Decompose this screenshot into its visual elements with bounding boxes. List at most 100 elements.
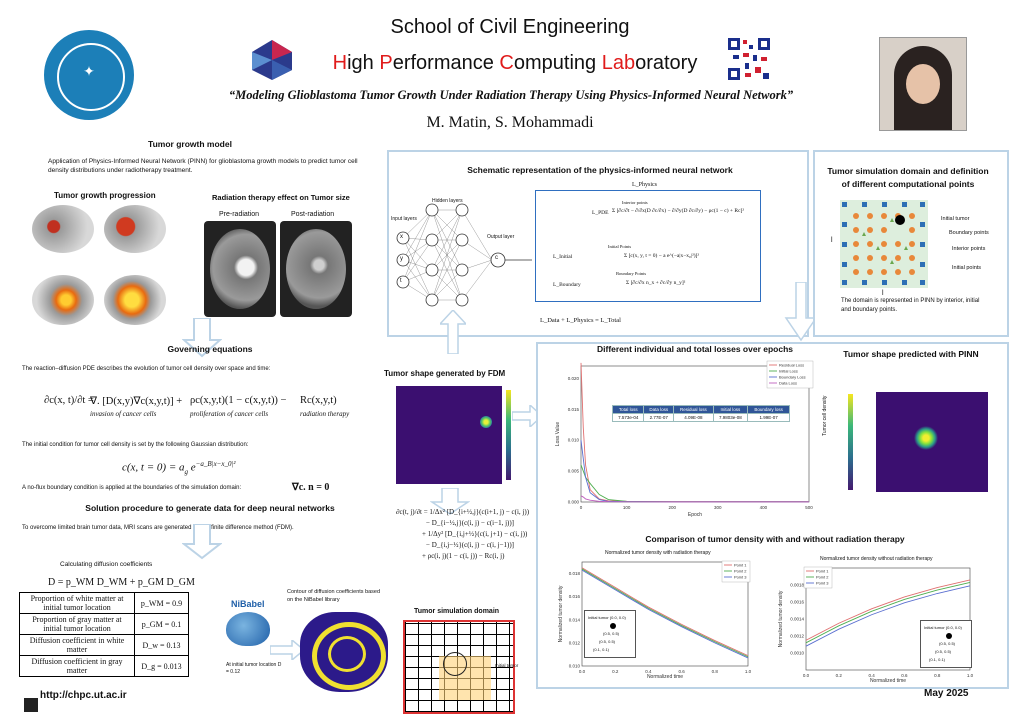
pinn-network-diagram <box>396 203 532 307</box>
series-line <box>805 582 971 644</box>
brain-progression-2 <box>104 205 166 253</box>
table-cell: p_WM = 0.9 <box>134 592 189 614</box>
initial-eq-main: c(x, t = 0) = a <box>122 461 185 474</box>
eq-term1-label: invasion of cancer cells <box>90 410 157 418</box>
university-logo: ✦ <box>44 30 134 120</box>
y-tick-label: 0.012 <box>569 640 581 645</box>
legend-initial-tumor: Initial tumor <box>941 216 970 222</box>
loss-chart: 0 100 200 300 400 500 0.000 0.005 0.010 0.015 0.02… <box>555 360 813 518</box>
y-tick-label: 0.000 <box>568 500 580 505</box>
legend-interior-points: Interior points <box>952 246 986 252</box>
x-tick-label: 1.0 <box>745 669 752 674</box>
loss-value-cell: 2.77E-07 <box>643 413 675 422</box>
boundary-residual: Σ [∂c/∂x n_x + ∂c/∂y n_y]² <box>626 280 686 286</box>
x-axis-label: Normalized time <box>870 678 906 684</box>
down-arrow-1 <box>182 318 222 358</box>
table-cell: Proportion of white matter at initial tu… <box>19 592 135 614</box>
y-axis-label: Loss Value <box>555 422 561 447</box>
pinn-heatmap <box>876 392 988 492</box>
interior-points-label: Interior points <box>622 200 648 205</box>
y-tick-label: 0.014 <box>569 617 581 622</box>
x-tick-label: 200 <box>668 505 676 510</box>
table-row: Proportion of white matter at initial tu… <box>19 592 189 614</box>
output-c: c <box>495 255 498 261</box>
inset-point-3-left: (0.1, 0.1) <box>593 647 610 652</box>
pinn-panel <box>387 150 809 337</box>
fdm-title: Tumor shape generated by FDM <box>384 369 506 378</box>
pre-radiation-label: Pre-radiation <box>219 211 260 218</box>
url-link[interactable]: http://chpc.ut.ac.ir <box>40 690 127 701</box>
x-tick-label: 500 <box>805 505 813 510</box>
table-cell: p_GM = 0.1 <box>134 613 189 635</box>
hidden-layers-label: Hidden layers <box>432 198 463 204</box>
loss-value-cell: 4.09E-08 <box>673 413 714 422</box>
l-physics-label: L_Physics <box>630 182 660 188</box>
inset-label-left: Initial tumor (0.0, 0.0) <box>588 615 626 620</box>
down-arrow-2 <box>182 524 222 560</box>
y-tick-label: 0.016 <box>569 594 581 599</box>
series-line <box>581 569 749 659</box>
legend-label: Point 2 <box>816 575 829 580</box>
x-tick-label: 0.0 <box>803 673 810 678</box>
legend-label: Point 3 <box>734 575 747 580</box>
table-cell: Proportion of gray matter at initial tum… <box>19 613 135 635</box>
series-line <box>581 567 749 657</box>
inset-box-right: Initial tumor (0.0, 0.0) (0.5, 0.5) (0.5… <box>920 620 972 668</box>
y-tick-label: 0.005 <box>568 469 580 474</box>
output-layer-label: Output layer <box>487 234 515 240</box>
inset-point-1-right: (0.5, 0.5) <box>939 641 956 646</box>
eq-term3: Rc(x,y,t) <box>300 395 337 406</box>
initial-eq-sub: g <box>184 467 189 476</box>
inset-point-2-left: (0.5, 0.5) <box>599 639 616 644</box>
x-axis-label: Normalized time <box>647 674 683 680</box>
poster-title: “Modeling Glioblastoma Tumor Growth Unde… <box>228 88 794 102</box>
loss-value-cell: 1.99E-07 <box>747 413 790 422</box>
input-x: x <box>400 234 403 240</box>
lab-name-p: P <box>379 52 393 74</box>
legend-initial-points: Initial points <box>952 265 982 271</box>
brain-progression-4 <box>104 275 166 325</box>
table-cell: Diffusion coefficient in white matter <box>19 634 135 656</box>
loss-formula-box <box>535 190 761 302</box>
legend-label: Initial Loss <box>779 369 798 374</box>
y-axis-label: Normalized tumor density <box>778 590 784 647</box>
lab-name-erformance: erformance <box>392 52 500 74</box>
domain-bottom-label: l <box>882 290 884 297</box>
inset-dot-right <box>946 633 952 639</box>
x-tick-label: 1.0 <box>967 673 974 678</box>
comparison-title: Comparison of tumor density with and wit… <box>645 534 905 544</box>
x-tick-label: 0.8 <box>712 669 719 674</box>
contour-label: Contour of diffusion coefficients based … <box>287 589 381 603</box>
boundary-points-label: Boundary Points <box>616 271 647 276</box>
domain-note: The domain is represented in PINN by int… <box>841 298 980 313</box>
y-tick-label: 0.010 <box>569 664 581 669</box>
legend-label: Point 1 <box>734 563 747 568</box>
initial-points-label: Initial Points <box>608 244 632 249</box>
loss-table-header: Total loss Data loss Residual loss Initi… <box>611 405 790 414</box>
table-cell: Diffusion coefficient in gray matter <box>19 655 135 677</box>
y-tick-label: 0.010 <box>568 438 580 443</box>
fd-eq-line-1: ∂c(t, j)/∂t = 1/Δx² [D_{i+½,j}(c(i+1, j)… <box>396 508 530 516</box>
loss-value-cell: 7.9803e-08 <box>712 413 749 422</box>
lab-name-c: C <box>499 52 514 74</box>
loss-header-cell: Initial loss <box>712 405 749 414</box>
x-tick-label: 0.8 <box>934 673 941 678</box>
growth-model-title: Tumor growth model <box>148 139 232 149</box>
fd-eq-line-2: − D_{i−½,j}(c(i, j) − c(i−1, j))] <box>426 519 515 527</box>
pinn-colorbar-label: Tumor cell density <box>822 395 828 436</box>
domain-grid <box>840 200 928 288</box>
loss-header-cell: Residual loss <box>673 405 714 414</box>
fdm-grid <box>403 620 515 714</box>
inset-point-3-right: (0.1, 0.1) <box>929 657 946 662</box>
down-arrow-domain <box>784 282 818 342</box>
pinn-colorbar <box>848 394 853 490</box>
fd-eq-line-4: − D_{i,j−½}(c(i, j) − c(i, j−1))] <box>426 541 515 549</box>
domain-title-mid: Tumor simulation domain <box>414 608 500 615</box>
y-tick-label: 0.0010 <box>790 651 804 656</box>
series-line <box>805 585 971 647</box>
legend-label: Data Loss <box>779 381 797 386</box>
eq-lhs: ∂c(x, t)/∂t = <box>44 395 94 406</box>
eq-term3-label: radiation therapy <box>300 410 350 418</box>
qr-code <box>727 37 771 81</box>
l-boundary-label: L_Boundary <box>553 282 581 288</box>
